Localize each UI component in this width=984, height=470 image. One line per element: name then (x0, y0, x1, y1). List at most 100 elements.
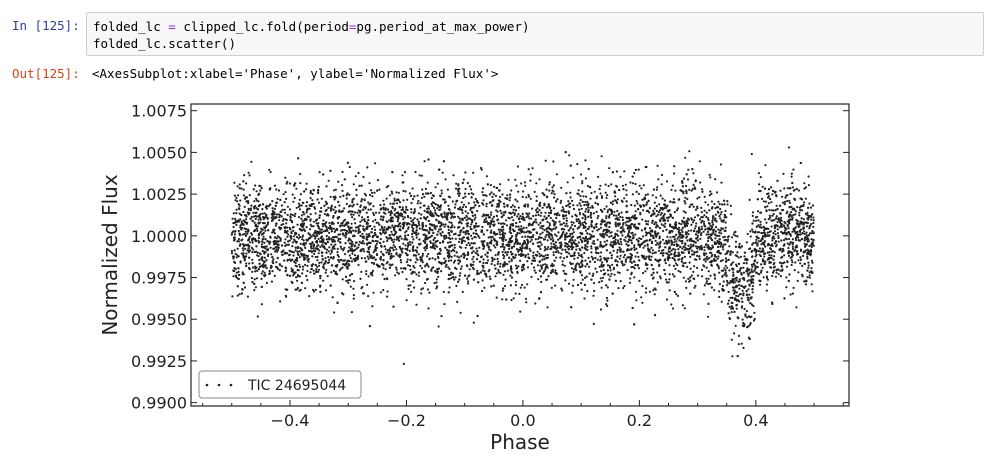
scatter-point (526, 283, 529, 286)
scatter-point (429, 241, 432, 244)
scatter-point (796, 206, 799, 209)
scatter-point (650, 255, 653, 258)
scatter-point (290, 250, 293, 253)
scatter-point (413, 217, 416, 220)
scatter-point (723, 235, 727, 238)
scatter-point (654, 288, 657, 291)
scatter-point (345, 194, 348, 197)
scatter-point (528, 212, 531, 215)
scatter-point (400, 261, 403, 264)
scatter-point (571, 247, 574, 250)
scatter-point (458, 256, 461, 259)
scatter-point (305, 182, 308, 185)
scatter-point (488, 275, 491, 278)
scatter-point (775, 215, 778, 218)
scatter-point (465, 219, 468, 222)
scatter-point (548, 189, 551, 192)
scatter-point (292, 235, 296, 238)
scatter-point (276, 246, 279, 249)
scatter-point (388, 194, 392, 197)
scatter-point (260, 243, 264, 246)
scatter-point (525, 226, 528, 229)
scatter-point (576, 256, 579, 259)
scatter-point (491, 204, 494, 207)
scatter-point (500, 212, 503, 215)
scatter-point (548, 222, 551, 225)
scatter-point (585, 195, 588, 198)
scatter-point (764, 218, 767, 221)
scatter-point (764, 164, 767, 167)
scatter-point (578, 247, 581, 250)
scatter-point (785, 286, 788, 289)
scatter-point (403, 171, 407, 174)
scatter-point (407, 287, 410, 291)
scatter-point (604, 183, 607, 186)
scatter-point (792, 214, 795, 217)
scatter-point (661, 197, 664, 200)
scatter-point (319, 245, 322, 248)
scatter-point (352, 229, 355, 232)
scatter-point (705, 277, 708, 280)
scatter-point (622, 250, 625, 253)
scatter-point (499, 272, 502, 275)
scatter-point (501, 289, 504, 292)
scatter-point (645, 222, 648, 226)
scatter-point (503, 261, 506, 264)
scatter-point (669, 231, 672, 234)
scatter-point (271, 270, 274, 273)
scatter-point (237, 203, 240, 206)
scatter-point (773, 265, 777, 268)
scatter-point (433, 206, 436, 209)
scatter-point (342, 293, 345, 296)
scatter-point (735, 291, 738, 294)
scatter-point (563, 264, 566, 267)
scatter-point (403, 223, 406, 226)
scatter-point (769, 266, 772, 269)
scatter-point (599, 308, 603, 311)
scatter-point (696, 274, 700, 277)
scatter-point (319, 277, 322, 280)
scatter-point (416, 218, 419, 221)
code-cell[interactable]: folded_lc = clipped_lc.fold(period=pg.pe… (86, 12, 984, 56)
scatter-point (299, 182, 302, 185)
scatter-point (703, 214, 706, 217)
scatter-point (455, 182, 458, 185)
scatter-point (522, 268, 525, 271)
scatter-point (402, 267, 405, 270)
scatter-point (692, 219, 696, 222)
scatter-point (689, 267, 692, 270)
scatter-point (659, 252, 662, 255)
scatter-point (633, 260, 636, 263)
scatter-point (733, 281, 736, 284)
scatter-point (713, 233, 716, 236)
scatter-point (634, 255, 637, 258)
scatter-point (604, 228, 608, 232)
scatter-point (546, 306, 549, 309)
scatter-point (232, 225, 235, 229)
scatter-point (423, 209, 426, 212)
scatter-point (765, 275, 769, 278)
scatter-point (510, 276, 514, 279)
scatter-point (246, 230, 249, 233)
scatter-point (235, 196, 238, 199)
scatter-point (443, 257, 446, 260)
scatter-point (684, 242, 687, 245)
scatter-point (247, 171, 250, 174)
scatter-point (473, 242, 476, 245)
scatter-point (367, 295, 370, 298)
scatter-point (518, 232, 521, 235)
scatter-point (711, 244, 714, 247)
scatter-point (241, 247, 244, 250)
scatter-point (548, 211, 551, 214)
scatter-point (707, 277, 710, 280)
scatter-point (415, 273, 418, 276)
scatter-point (282, 223, 285, 226)
scatter-point (510, 298, 513, 302)
scatter-point (424, 187, 427, 190)
scatter-point (339, 195, 342, 198)
scatter-point (606, 194, 609, 197)
scatter-point (757, 250, 760, 253)
scatter-point (676, 264, 679, 267)
scatter-point (623, 238, 626, 241)
scatter-point (682, 235, 685, 238)
